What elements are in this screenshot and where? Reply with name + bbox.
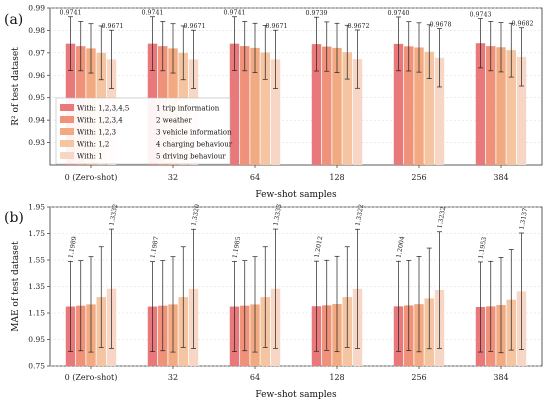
data-label: 1.3333: [273, 204, 284, 227]
x-tick-label: 384: [493, 173, 508, 182]
data-label: 0.9739: [305, 10, 327, 17]
y-tick-label: 0.98: [28, 26, 45, 35]
y-tick-label: 1.95: [28, 203, 45, 212]
x-axis-title: Few-shot samples: [255, 190, 337, 200]
legend-swatch: [60, 128, 74, 135]
legend-entry: With: 1,2,3: [77, 129, 116, 137]
data-label: 0.9671: [265, 23, 287, 30]
y-tick-label: 0.94: [28, 116, 45, 125]
legend-swatch: [60, 116, 74, 123]
data-label: 1.1987: [150, 236, 161, 259]
bar: [486, 46, 496, 165]
y-tick-label: 0.93: [28, 138, 45, 147]
y-tick-label: 0.99: [28, 4, 45, 13]
bar: [270, 59, 281, 165]
bar: [322, 46, 332, 165]
legend-note: 5 driving behaviour: [156, 153, 226, 161]
legend-note: 4 charging behaviour: [156, 141, 233, 149]
legend-note: 3 vehicle information: [156, 129, 232, 137]
data-label: 0.9740: [387, 10, 409, 17]
panel-a: 0.93 0.94 0.95 0.96 0.97 0.98 0.99 0 (Zero-shot…: [4, 4, 543, 200]
y-tick-label: 1.55: [28, 256, 45, 265]
y-tick-label: 0.97: [28, 48, 45, 57]
bar: [506, 50, 516, 166]
y-tick-label: 1.75: [28, 229, 45, 238]
panel-label: (b): [4, 210, 24, 226]
bar: [496, 47, 506, 165]
bar: [229, 43, 240, 165]
y-axis-title: R² of test dataset: [11, 47, 21, 126]
x-tick-label: 32: [168, 173, 178, 182]
bar: [475, 43, 486, 165]
y-tick-label: 1.35: [28, 282, 45, 291]
legend-entry: With: 1,2: [77, 141, 109, 149]
legend-swatch: [60, 140, 74, 147]
bar: [240, 46, 250, 165]
data-label: 1.3322: [355, 204, 366, 227]
x-tick-label: 0 (Zero-shot): [65, 173, 118, 182]
x-axis-title: Few-shot samples: [255, 390, 337, 400]
bar: [342, 52, 352, 166]
data-label: 1.3320: [191, 204, 202, 227]
bar: [260, 52, 270, 166]
x-tick-label: 128: [329, 373, 344, 382]
legend-swatch: [60, 152, 74, 159]
data-label: 1.1985: [232, 236, 243, 259]
legend-entry: With: 1,2,3,4: [77, 117, 123, 125]
bar: [352, 59, 363, 165]
y-tick-label: 1.15: [28, 309, 45, 318]
legend-swatch: [60, 104, 74, 111]
bar: [311, 44, 322, 165]
bar: [332, 47, 342, 166]
data-label: 1.2004: [396, 236, 407, 259]
legend-entry: With: 1,2,3,4,5: [77, 105, 129, 113]
x-tick-label: 384: [493, 373, 508, 382]
x-tick-label: 64: [250, 373, 260, 382]
bar: [434, 57, 445, 165]
bar: [250, 47, 260, 166]
data-label: 0.9672: [347, 23, 369, 30]
legend-note: 2 weather: [156, 117, 192, 125]
x-tick-label: 256: [411, 373, 426, 382]
panel-b: 0.75 0.95 1.15 1.35 1.55 1.75 1.95 0 (Zero-shot…: [4, 203, 543, 400]
x-tick-label: 128: [329, 173, 344, 182]
x-tick-label: 0 (Zero-shot): [65, 373, 118, 382]
bar: [424, 51, 434, 165]
y-axis-title: MAE of test dataset: [11, 241, 21, 332]
x-tick-label: 256: [411, 173, 426, 182]
data-label: 1.1989: [68, 236, 79, 259]
y-tick-label: 0.95: [28, 335, 45, 344]
data-label: 1.3332: [109, 204, 120, 227]
legend-note: 1 trip information: [156, 105, 220, 113]
data-label: 0.9682: [511, 21, 533, 28]
bar: [516, 56, 527, 165]
panel-label: (a): [4, 12, 23, 28]
data-label: 1.1953: [478, 236, 489, 259]
data-label: 1.2012: [314, 236, 325, 259]
data-label: 0.9678: [429, 22, 451, 29]
data-label: 1.3137: [519, 207, 530, 230]
y-tick-label: 0.96: [28, 71, 45, 80]
data-label: 0.9741: [59, 10, 81, 17]
data-label: 0.9743: [469, 12, 491, 19]
data-label: 0.9741: [223, 10, 245, 17]
data-label: 0.9671: [101, 23, 123, 30]
x-tick-label: 64: [250, 173, 260, 182]
bar: [404, 46, 414, 165]
legend-box: [55, 97, 231, 165]
y-tick-label: 0.95: [28, 93, 45, 102]
legend-entry: With: 1: [77, 153, 103, 161]
bar: [414, 47, 424, 165]
x-tick-label: 32: [168, 373, 178, 382]
y-tick-label: 0.75: [28, 362, 45, 371]
bar: [393, 43, 404, 166]
data-label: 1.3232: [437, 206, 448, 229]
data-label: 0.9671: [183, 23, 205, 30]
data-label: 0.9741: [141, 10, 163, 17]
